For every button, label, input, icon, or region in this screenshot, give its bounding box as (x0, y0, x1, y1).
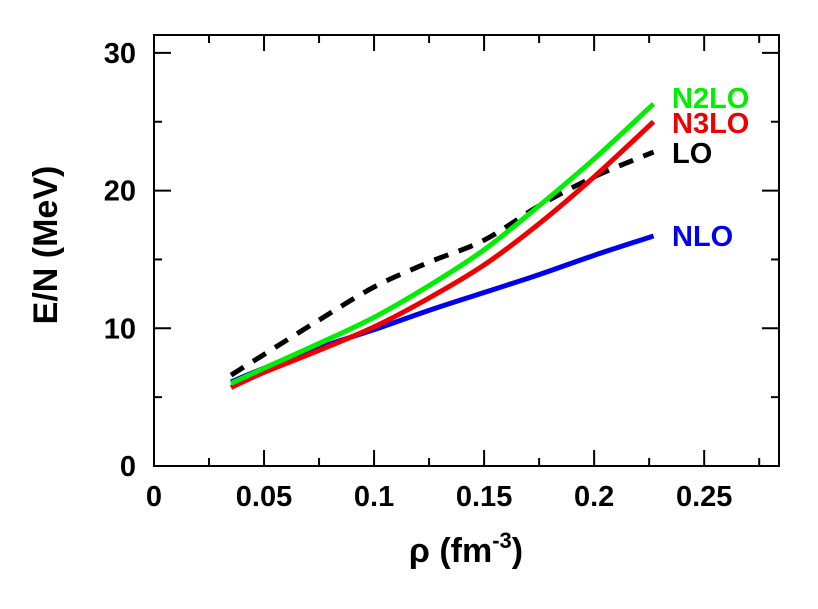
series-label-lo: LO (672, 138, 712, 170)
y-tick-label: 30 (104, 38, 136, 70)
x-tick-label: 0.1 (354, 481, 394, 513)
curve-n3lo (229, 119, 656, 390)
plot-frame (153, 34, 780, 467)
x-axis-label-close: ) (512, 532, 523, 570)
curve-lo (229, 149, 655, 378)
x-tick-label: 0 (146, 481, 162, 513)
x-tick-label: 0.15 (456, 481, 512, 513)
curve-n2lo (229, 102, 656, 386)
x-axis-label: ρ (fm-3) (409, 528, 523, 570)
x-tick-label: 0.2 (574, 481, 614, 513)
series-label-n2lo: N2LO (672, 83, 749, 115)
series-label-nlo: NLO (672, 221, 733, 253)
axis-tick-labels: 0 0.05 0.1 0.15 0.2 0.25 0 10 20 30 (104, 38, 733, 513)
x-tick-label: 0.05 (236, 481, 292, 513)
x-axis-label-superscript: -3 (492, 528, 512, 553)
y-tick-label: 10 (104, 313, 136, 345)
x-axis-label-main: ρ (fm (409, 532, 492, 570)
y-axis-label: E/N (MeV) (27, 166, 65, 325)
x-tick-label: 0.25 (676, 481, 732, 513)
y-tick-label: 0 (120, 451, 136, 483)
y-tick-label: 20 (104, 176, 136, 208)
series-curves (229, 102, 656, 390)
series-label-n3lo: N3LO (672, 108, 749, 140)
